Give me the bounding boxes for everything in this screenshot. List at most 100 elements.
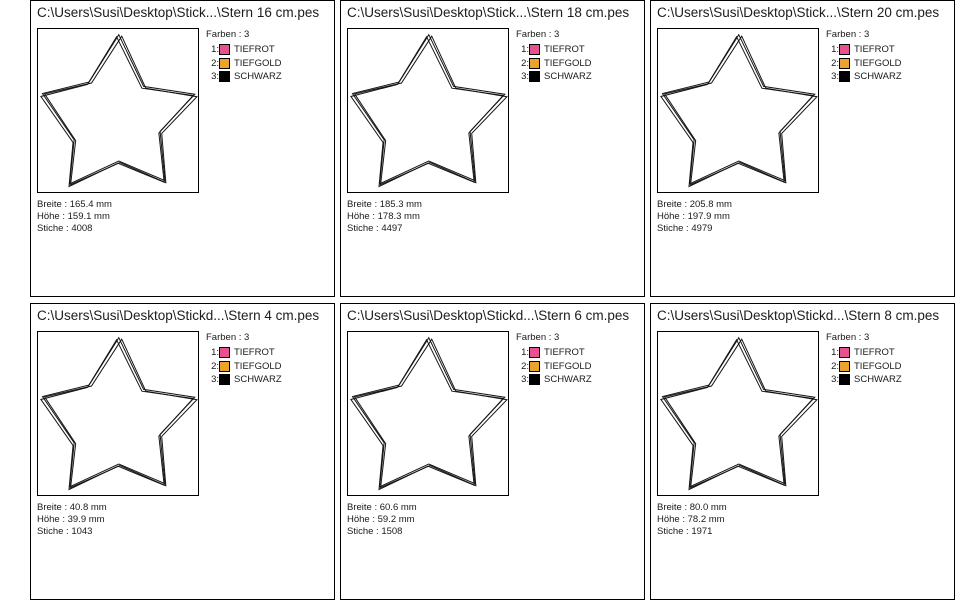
legend-item-tiefgold: 2: TIEFGOLD — [826, 57, 902, 69]
legend-item-tiefgold: 2: TIEFGOLD — [826, 360, 902, 372]
height-stat: Höhe : 159.1 mm — [37, 211, 110, 222]
color-number-label: 1: — [831, 347, 839, 358]
legend-item-tiefgold: 2: TIEFGOLD — [206, 57, 282, 69]
color-swatch-tiefrot — [219, 44, 230, 55]
color-swatch-tiefgold — [839, 360, 850, 372]
star-design-drawing — [39, 337, 198, 491]
color-number-label: 2: — [831, 57, 839, 69]
legend-item-tiefgold: 2: TIEFGOLD — [516, 57, 592, 69]
legend-item-schwarz: 3: SCHWARZ — [826, 71, 902, 82]
color-name-label: TIEFGOLD — [854, 57, 902, 69]
color-name-label: TIEFGOLD — [544, 57, 592, 69]
star-design-drawing — [349, 34, 508, 188]
color-legend: Farben : 3 1: TIEFROT 2: TIEFGOLD 3: SCH… — [206, 28, 282, 82]
color-swatch-tiefrot — [839, 44, 850, 55]
color-name-label: SCHWARZ — [854, 71, 902, 82]
color-swatch-tiefgold — [219, 360, 230, 372]
file-path-title: C:\Users\Susi\Desktop\Stickd...\Stern 4 … — [37, 308, 320, 323]
color-name-label: TIEFROT — [544, 44, 585, 55]
design-card-body: Farben : 3 1: TIEFROT 2: TIEFGOLD 3: SCH… — [37, 28, 328, 193]
color-number-label: 2: — [831, 360, 839, 372]
color-name-label: SCHWARZ — [544, 374, 592, 385]
stitches-stat: Stiche : 1971 — [657, 526, 713, 537]
design-preview-box — [657, 331, 819, 496]
color-name-label: SCHWARZ — [234, 71, 282, 82]
design-preview-box — [347, 28, 509, 193]
color-name-label: SCHWARZ — [234, 374, 282, 385]
color-swatch-tiefrot — [219, 347, 230, 358]
stitches-stat: Stiche : 4008 — [37, 223, 93, 234]
color-name-label: TIEFROT — [854, 44, 895, 55]
width-stat: Breite : 205.8 mm — [657, 199, 732, 210]
color-number-label: 3: — [521, 71, 529, 82]
file-path-title: C:\Users\Susi\Desktop\Stickd...\Stern 8 … — [657, 308, 940, 323]
file-path-title: C:\Users\Susi\Desktop\Stick...\Stern 20 … — [657, 5, 940, 20]
file-path-title: C:\Users\Susi\Desktop\Stick...\Stern 18 … — [347, 5, 630, 20]
color-name-label: TIEFROT — [234, 347, 275, 358]
legend-item-schwarz: 3: SCHWARZ — [826, 374, 902, 385]
file-path-title: C:\Users\Susi\Desktop\Stickd...\Stern 6 … — [347, 308, 630, 323]
file-path-title: C:\Users\Susi\Desktop\Stick...\Stern 16 … — [37, 5, 320, 20]
design-preview-box — [347, 331, 509, 496]
color-number-label: 2: — [521, 360, 529, 372]
color-name-label: TIEFGOLD — [234, 57, 282, 69]
color-name-label: TIEFGOLD — [234, 360, 282, 372]
color-swatch-schwarz — [839, 71, 850, 82]
height-stat: Höhe : 78.2 mm — [657, 514, 725, 525]
design-stats: Breite : 185.3 mm Höhe : 178.3 mm Stiche… — [347, 199, 638, 235]
design-card-body: Farben : 3 1: TIEFROT 2: TIEFGOLD 3: SCH… — [347, 28, 638, 193]
legend-item-tiefrot: 1: TIEFROT — [206, 347, 282, 358]
design-stats: Breite : 80.0 mm Höhe : 78.2 mm Stiche :… — [657, 502, 948, 538]
color-number-label: 1: — [521, 44, 529, 55]
color-legend: Farben : 3 1: TIEFROT 2: TIEFGOLD 3: SCH… — [826, 331, 902, 385]
height-stat: Höhe : 178.3 mm — [347, 211, 420, 222]
design-preview-box — [657, 28, 819, 193]
design-preview-box — [37, 28, 199, 193]
colors-count-label: Farben : 3 — [826, 29, 870, 40]
color-number-label: 1: — [211, 44, 219, 55]
color-legend: Farben : 3 1: TIEFROT 2: TIEFGOLD 3: SCH… — [516, 28, 592, 82]
legend-item-tiefrot: 1: TIEFROT — [516, 44, 592, 55]
design-card-body: Farben : 3 1: TIEFROT 2: TIEFGOLD 3: SCH… — [37, 331, 328, 496]
colors-count-label: Farben : 3 — [206, 332, 250, 343]
colors-count-label: Farben : 3 — [516, 29, 560, 40]
color-swatch-tiefrot — [839, 347, 850, 358]
legend-item-tiefrot: 1: TIEFROT — [206, 44, 282, 55]
width-stat: Breite : 165.4 mm — [37, 199, 112, 210]
design-card: C:\Users\Susi\Desktop\Stickd...\Stern 6 … — [340, 303, 645, 600]
width-stat: Breite : 80.0 mm — [657, 502, 727, 513]
color-legend: Farben : 3 1: TIEFROT 2: TIEFGOLD 3: SCH… — [516, 331, 592, 385]
stitches-stat: Stiche : 1043 — [37, 526, 93, 537]
color-number-label: 2: — [211, 57, 219, 69]
color-swatch-tiefgold — [529, 57, 540, 69]
legend-item-tiefrot: 1: TIEFROT — [516, 347, 592, 358]
colors-count-label: Farben : 3 — [206, 29, 250, 40]
color-name-label: TIEFROT — [544, 347, 585, 358]
colors-count-label: Farben : 3 — [826, 332, 870, 343]
design-stats: Breite : 40.8 mm Höhe : 39.9 mm Stiche :… — [37, 502, 328, 538]
design-card-body: Farben : 3 1: TIEFROT 2: TIEFGOLD 3: SCH… — [657, 331, 948, 496]
height-stat: Höhe : 39.9 mm — [37, 514, 105, 525]
star-design-drawing — [659, 337, 818, 491]
color-legend: Farben : 3 1: TIEFROT 2: TIEFGOLD 3: SCH… — [826, 28, 902, 82]
color-name-label: SCHWARZ — [544, 71, 592, 82]
height-stat: Höhe : 59.2 mm — [347, 514, 415, 525]
stitches-stat: Stiche : 1508 — [347, 526, 403, 537]
legend-item-tiefgold: 2: TIEFGOLD — [516, 360, 592, 372]
color-number-label: 1: — [211, 347, 219, 358]
color-number-label: 3: — [211, 71, 219, 82]
color-number-label: 3: — [831, 71, 839, 82]
legend-item-tiefgold: 2: TIEFGOLD — [206, 360, 282, 372]
width-stat: Breite : 40.8 mm — [37, 502, 107, 513]
design-card: C:\Users\Susi\Desktop\Stick...\Stern 16 … — [30, 0, 335, 297]
design-card: C:\Users\Susi\Desktop\Stick...\Stern 20 … — [650, 0, 955, 297]
design-stats: Breite : 205.8 mm Höhe : 197.9 mm Stiche… — [657, 199, 948, 235]
legend-item-tiefrot: 1: TIEFROT — [826, 347, 902, 358]
legend-item-schwarz: 3: SCHWARZ — [516, 71, 592, 82]
legend-item-schwarz: 3: SCHWARZ — [206, 71, 282, 82]
width-stat: Breite : 60.6 mm — [347, 502, 417, 513]
color-number-label: 3: — [211, 374, 219, 385]
color-swatch-tiefgold — [529, 360, 540, 372]
design-card: C:\Users\Susi\Desktop\Stick...\Stern 18 … — [340, 0, 645, 297]
design-stats: Breite : 165.4 mm Höhe : 159.1 mm Stiche… — [37, 199, 328, 235]
